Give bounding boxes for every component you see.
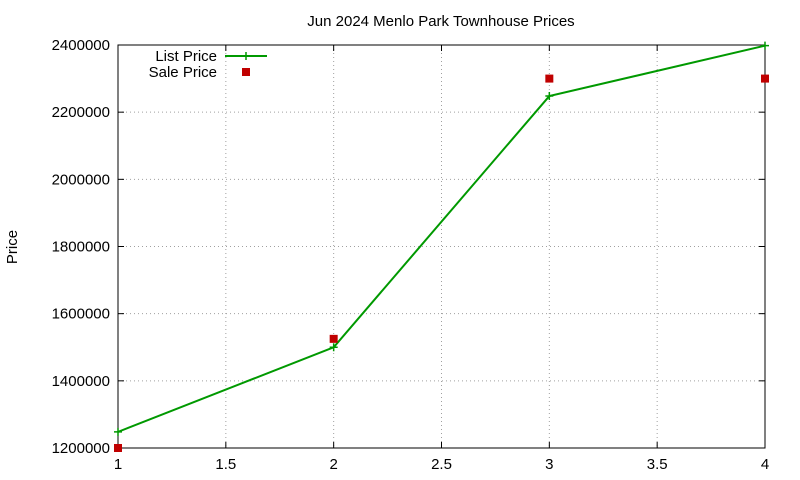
list-price-point xyxy=(114,427,122,436)
y-tick-label: 1200000 xyxy=(52,440,110,457)
sale-price-point xyxy=(329,334,338,343)
y-tick-label: 2000000 xyxy=(52,171,110,188)
legend-label: Sale Price xyxy=(149,64,217,81)
y-tick-label: 1800000 xyxy=(52,239,110,256)
legend-swatch-marker xyxy=(242,68,250,76)
y-tick-label: 1600000 xyxy=(52,306,110,323)
list-price-line xyxy=(117,44,766,433)
series-sale-price xyxy=(114,74,769,452)
x-tick-label: 2 xyxy=(329,456,337,473)
chart-title: Jun 2024 Menlo Park Townhouse Prices xyxy=(307,13,574,30)
data-series xyxy=(114,41,769,452)
x-tick-label: 1 xyxy=(114,456,122,473)
series-list-price xyxy=(114,41,769,436)
x-tick-label: 3 xyxy=(545,456,553,473)
y-tick-label: 2200000 xyxy=(52,104,110,121)
sale-price-point xyxy=(114,444,122,452)
y-tick-label: 1400000 xyxy=(52,373,110,390)
list-price-point xyxy=(329,343,338,352)
y-axis-label: Price xyxy=(4,230,21,264)
x-tick-label: 2.5 xyxy=(431,456,452,473)
x-tick-label: 1.5 xyxy=(215,456,236,473)
x-tick-label: 4 xyxy=(761,456,769,473)
grid xyxy=(118,45,765,448)
y-tick-label: 2400000 xyxy=(52,37,110,54)
x-tick-label: 3.5 xyxy=(647,456,668,473)
legend-label: List Price xyxy=(155,48,217,65)
sale-price-point xyxy=(545,74,554,83)
list-price-point xyxy=(761,41,769,50)
list-price-point xyxy=(545,92,554,101)
legend-swatch-marker xyxy=(242,52,250,60)
axis-ticks: 1 1.5 2 2.5 3 3.5 4 1200000 1400000 1600000 180000… xyxy=(52,37,770,473)
sale-price-point xyxy=(761,74,769,83)
